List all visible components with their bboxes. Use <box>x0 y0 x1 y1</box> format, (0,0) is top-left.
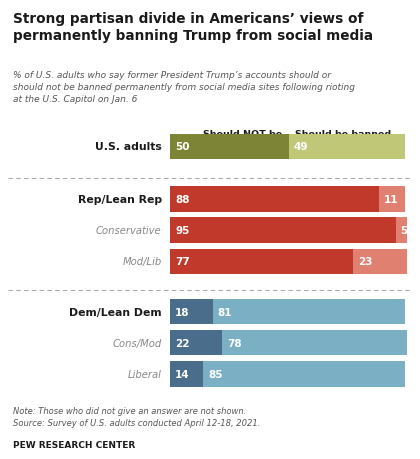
Bar <box>379 187 405 212</box>
Text: 23: 23 <box>358 257 373 267</box>
Bar <box>353 249 407 274</box>
Text: 11: 11 <box>384 195 399 205</box>
Bar <box>213 300 405 325</box>
Bar <box>203 362 405 386</box>
Text: 85: 85 <box>208 369 223 379</box>
Text: Dem/Lean Dem: Dem/Lean Dem <box>69 307 162 317</box>
Text: 78: 78 <box>227 338 242 348</box>
Bar <box>289 134 405 159</box>
Text: 49: 49 <box>294 142 308 152</box>
Text: Liberal: Liberal <box>128 369 162 379</box>
Text: 18: 18 <box>175 307 190 317</box>
Bar <box>222 330 407 355</box>
Bar <box>170 187 379 212</box>
Bar <box>396 218 407 243</box>
Text: U.S. adults: U.S. adults <box>95 142 162 152</box>
Text: Should be banned
permanently: Should be banned permanently <box>295 129 391 149</box>
Text: 81: 81 <box>218 307 232 317</box>
Text: 50: 50 <box>175 142 190 152</box>
Text: % of U.S. adults who say former President Trump’s accounts should or
should not : % of U.S. adults who say former Presiden… <box>13 71 354 104</box>
Text: Strong partisan divide in Americans’ views of
permanently banning Trump from soc: Strong partisan divide in Americans’ vie… <box>13 11 373 43</box>
Text: PEW RESEARCH CENTER: PEW RESEARCH CENTER <box>13 440 135 449</box>
Bar <box>170 134 289 159</box>
Text: 5: 5 <box>401 225 408 235</box>
Text: Conservative: Conservative <box>96 225 162 235</box>
Text: 95: 95 <box>175 225 189 235</box>
Text: Should NOT be
banned permanently: Should NOT be banned permanently <box>171 129 282 149</box>
Text: Note: Those who did not give an answer are not shown.
Source: Survey of U.S. adu: Note: Those who did not give an answer a… <box>13 406 260 427</box>
Text: 14: 14 <box>175 369 190 379</box>
Text: Cons/Mod: Cons/Mod <box>113 338 162 348</box>
Bar <box>170 249 353 274</box>
Bar <box>170 300 213 325</box>
Bar <box>170 362 203 386</box>
Bar <box>170 218 396 243</box>
Text: 77: 77 <box>175 257 190 267</box>
Text: 88: 88 <box>175 195 190 205</box>
Text: Mod/Lib: Mod/Lib <box>123 257 162 267</box>
Text: 22: 22 <box>175 338 190 348</box>
Text: Rep/Lean Rep: Rep/Lean Rep <box>78 195 162 205</box>
Bar <box>170 330 222 355</box>
